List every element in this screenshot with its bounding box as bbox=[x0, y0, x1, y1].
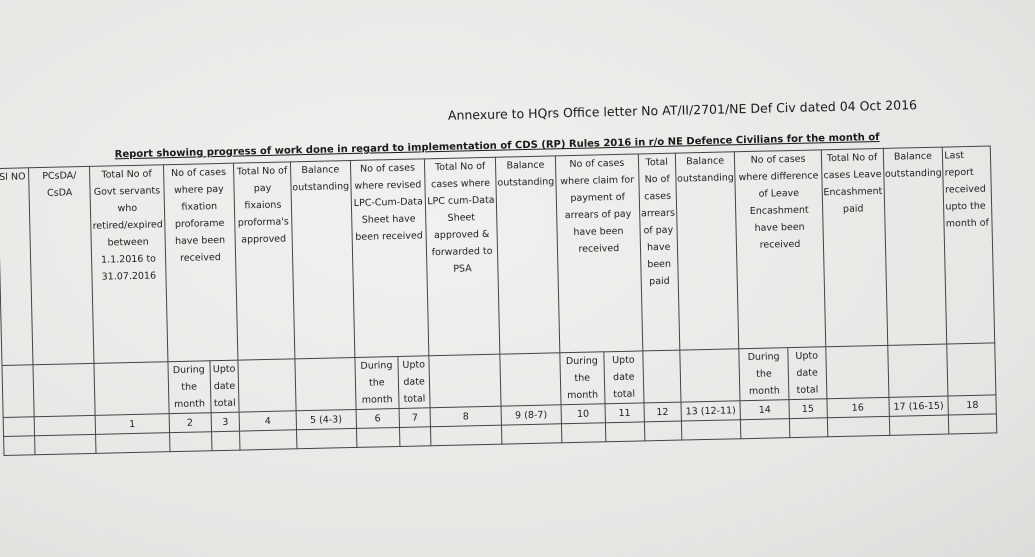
header-last-report: Last report received upto the month of bbox=[942, 145, 995, 345]
header-balance-1: Balance outstanding bbox=[290, 160, 355, 359]
progress-table: Sl NO PCsDA/ CsDA Total No of Govt serva… bbox=[0, 145, 1035, 456]
header-arrears-claim: No of cases where claim for payment of a… bbox=[555, 153, 643, 353]
header-sl-no: Sl NO bbox=[0, 167, 33, 366]
header-lpc-received: No of cases where revised LPC-Cum-Data S… bbox=[350, 158, 430, 358]
sub-during: During the month bbox=[354, 356, 400, 410]
col-num: 7 bbox=[399, 407, 431, 428]
header-balance-4: Balance outstanding bbox=[882, 147, 948, 346]
header-arrears-paid: Total No of cases arrears of pay have be… bbox=[638, 153, 680, 351]
header-pay-fixation-received: No of cases where pay fixation proforame… bbox=[163, 163, 239, 362]
sub-during: During the month bbox=[559, 351, 605, 405]
col-num: 3 bbox=[210, 412, 240, 432]
col-num: 4 bbox=[239, 410, 297, 432]
header-pcsda: PCsDA/ CsDA bbox=[28, 166, 95, 365]
sub-during: During the month bbox=[167, 360, 211, 414]
header-pay-fixation-approved: Total No of pay fixaions proforma's appr… bbox=[233, 161, 295, 361]
col-num: 17 (16-15) bbox=[888, 396, 949, 417]
col-num: 10 bbox=[560, 403, 606, 424]
header-lpc-approved: Total No of cases where LPC cum-Data She… bbox=[424, 157, 500, 356]
header-total-retired: Total No of Govt servants who retired/ex… bbox=[89, 164, 168, 364]
annexure-reference: Annexure to HQrs Office letter No AT/II/… bbox=[447, 97, 918, 123]
header-row: Sl NO PCsDA/ CsDA Total No of Govt serva… bbox=[0, 145, 1035, 366]
col-num: 6 bbox=[355, 408, 400, 429]
header-balance-2: Balance outstanding bbox=[495, 155, 560, 355]
header-balance-3: Balance outstanding bbox=[674, 151, 740, 351]
col-num: 1 bbox=[95, 413, 170, 435]
col-num: 18 bbox=[948, 394, 997, 416]
sub-upto: Upto date total bbox=[603, 350, 644, 404]
sub-during: During the month bbox=[739, 347, 789, 401]
col-num: 16 bbox=[826, 397, 889, 418]
header-leave-encashment: No of cases where difference of Leave En… bbox=[734, 149, 826, 349]
col-num: 8 bbox=[430, 406, 502, 427]
col-num: 14 bbox=[740, 399, 790, 420]
sub-upto: Upto date total bbox=[397, 355, 431, 409]
col-num: 9 (8-7) bbox=[501, 404, 562, 426]
col-num: 2 bbox=[168, 412, 212, 433]
col-num: 13 (12-11) bbox=[680, 400, 741, 422]
header-leave-paid: Total No of cases Leave Encashment paid bbox=[820, 148, 888, 347]
sub-upto: Upto date total bbox=[209, 360, 240, 413]
col-num: 15 bbox=[788, 398, 828, 419]
sub-upto: Upto date total bbox=[787, 346, 827, 400]
col-num: 5 (4-3) bbox=[295, 409, 357, 430]
col-num: 12 bbox=[643, 402, 682, 422]
col-num: 11 bbox=[604, 402, 645, 423]
